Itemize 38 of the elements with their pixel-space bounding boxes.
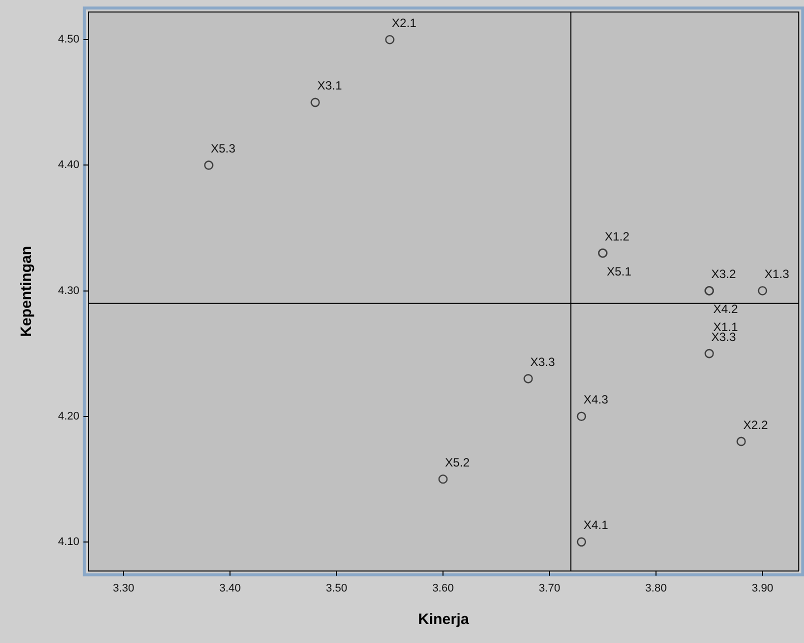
data-label: X5.3 — [210, 142, 236, 156]
x-tick-label: 3.40 — [219, 582, 241, 594]
x-tick-label: 3.30 — [112, 582, 134, 594]
point — [736, 436, 746, 446]
data-label: X4.3 — [583, 392, 608, 407]
point — [204, 160, 214, 170]
x-tick-label: 3.70 — [538, 582, 560, 594]
y-axis-title: Kepentingan — [18, 246, 36, 337]
data-label: X5.1 — [606, 264, 632, 278]
data-label: X1.3 — [764, 267, 790, 282]
x-axis-title: Kinerja — [418, 611, 470, 628]
point — [438, 474, 448, 484]
x-tick-label: 3.80 — [645, 582, 667, 594]
y-tick-label: 4.30 — [58, 284, 80, 297]
data-label: X3.3 — [711, 330, 736, 344]
x-tick-label: 3.90 — [752, 582, 774, 594]
point — [576, 537, 586, 547]
y-tick-label: 4.40 — [58, 159, 80, 172]
point — [385, 34, 394, 44]
point — [310, 98, 320, 108]
data-label: X2.1 — [392, 16, 417, 30]
data-label: X1.2 — [604, 229, 630, 244]
data-label: X5.2 — [445, 455, 470, 470]
x-tick-label: 3.50 — [326, 582, 348, 594]
point — [524, 374, 533, 384]
data-label: X4.2 — [713, 302, 738, 316]
data-label: X3.1 — [317, 78, 342, 93]
point — [704, 348, 714, 358]
y-tick-label: 4.10 — [58, 536, 80, 548]
point — [576, 412, 586, 421]
y-tick-label: 4.20 — [58, 410, 80, 422]
x-tick-label: 3.60 — [432, 582, 454, 594]
data-label: X4.1 — [583, 518, 608, 532]
data-label: X3.3 — [530, 354, 556, 369]
y-tick-label: 4.50 — [58, 34, 80, 46]
data-label: X2.2 — [743, 418, 768, 432]
data-label: X3.2 — [711, 267, 736, 282]
point — [758, 286, 768, 296]
